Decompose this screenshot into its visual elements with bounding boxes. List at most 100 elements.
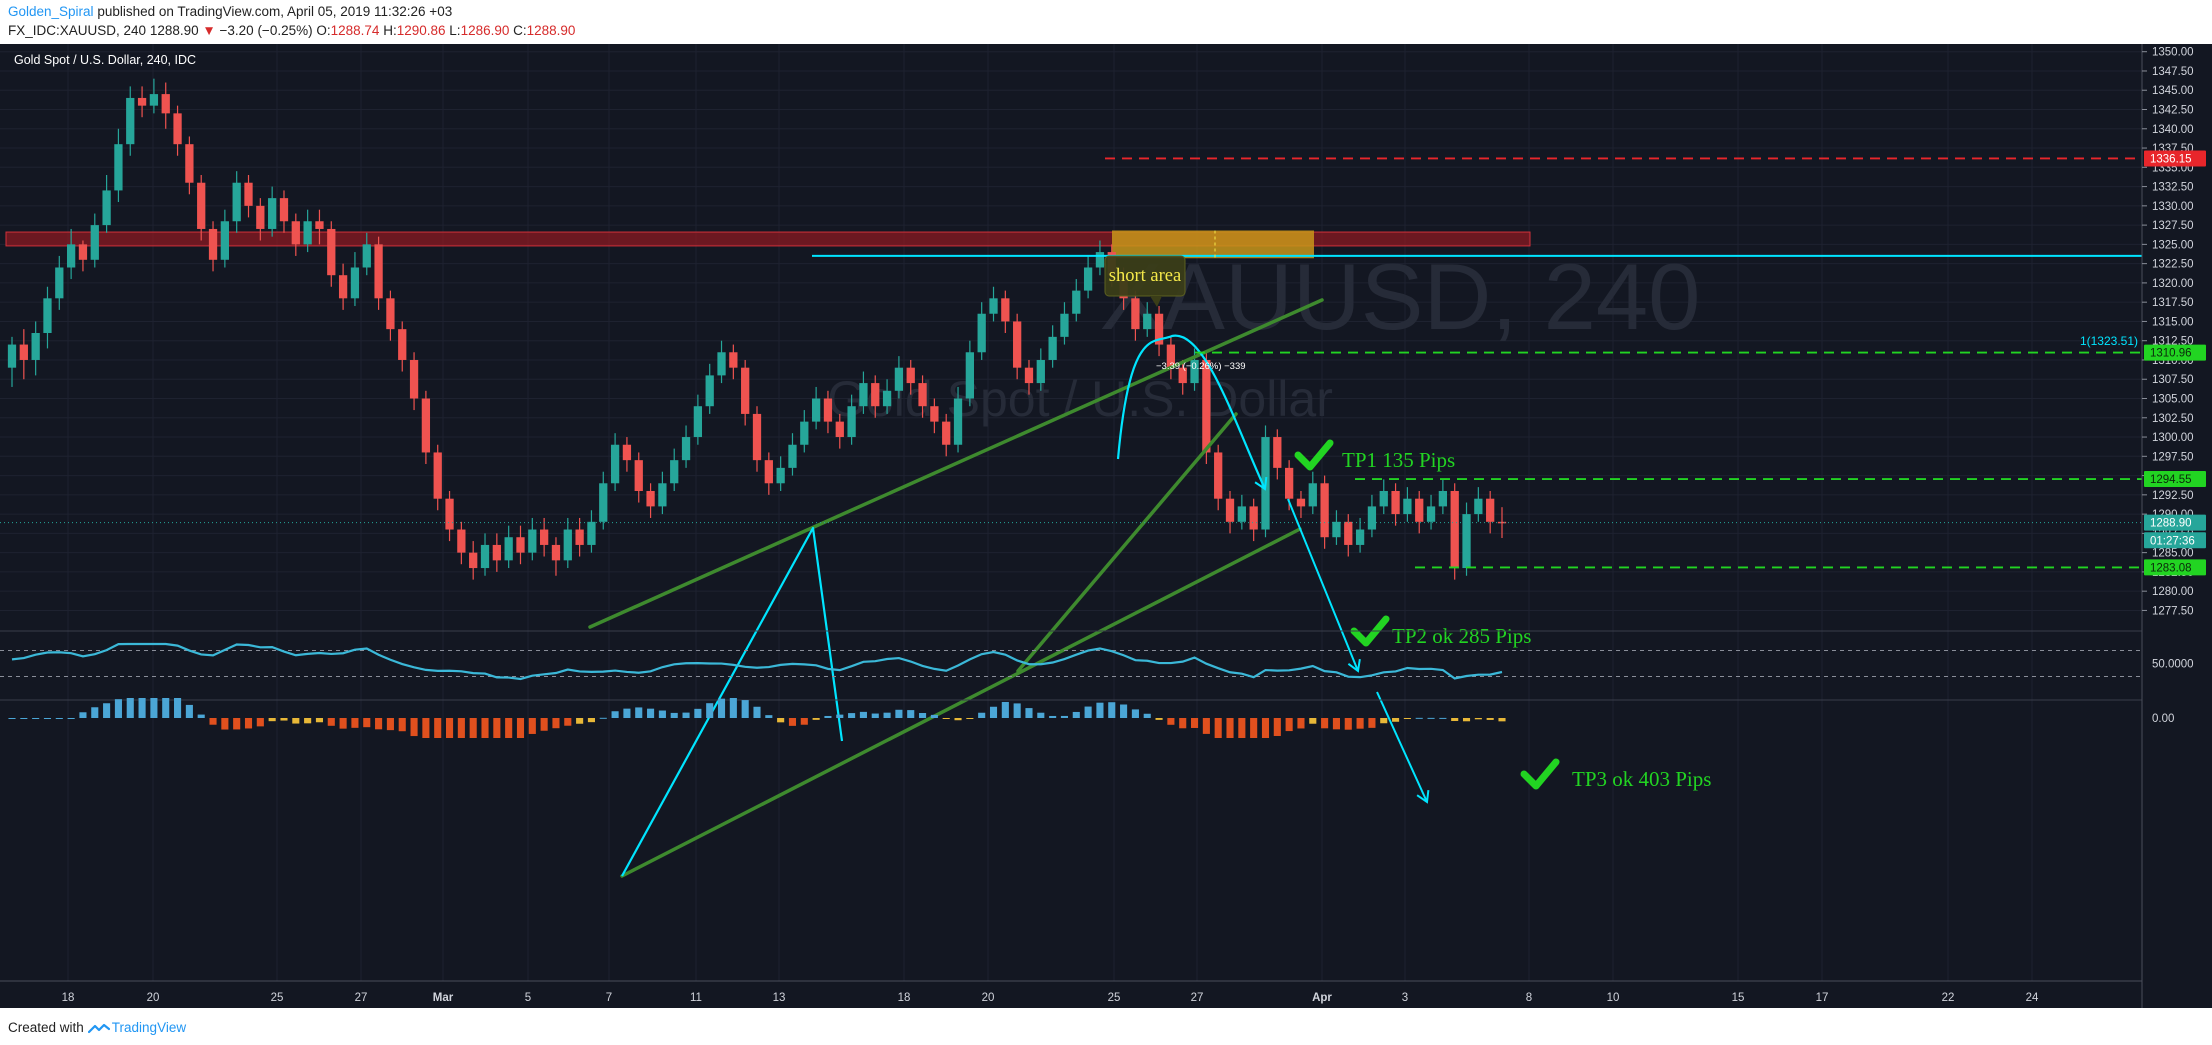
candle xyxy=(788,433,797,476)
candle-body xyxy=(729,352,738,368)
macd-bar xyxy=(1344,718,1352,730)
time-tick-label: 13 xyxy=(773,992,786,1004)
time-tick-label: 7 xyxy=(606,992,612,1004)
macd-bar xyxy=(398,718,406,732)
macd-bar xyxy=(1380,718,1388,724)
macd-bar xyxy=(919,713,927,718)
macd-bar xyxy=(1486,718,1494,720)
candle-body xyxy=(1036,359,1045,384)
time-tick-label: 24 xyxy=(2026,992,2039,1004)
candle-body xyxy=(1013,321,1022,368)
candle xyxy=(764,452,773,495)
tradingview-logo-icon xyxy=(87,1023,110,1034)
candle-body xyxy=(918,383,927,407)
candle xyxy=(977,302,986,360)
time-tick-label: 25 xyxy=(271,992,284,1004)
candle xyxy=(1296,490,1306,518)
candle xyxy=(1237,494,1246,530)
short-area-bubble[interactable] xyxy=(1104,255,1186,297)
macd-bar xyxy=(1131,709,1139,718)
candle xyxy=(1013,313,1022,380)
macd-bar xyxy=(706,703,714,718)
chart-area[interactable]: XAUUSD, 240 Gold Spot / U.S. Dollar shor… xyxy=(0,44,2212,1008)
candle xyxy=(31,321,40,376)
macd-bar xyxy=(386,718,394,731)
price-tick-label: 1317.50 xyxy=(2152,297,2194,309)
candle xyxy=(1391,483,1400,526)
tradingview-link[interactable]: TradingView xyxy=(111,1020,187,1035)
candle-body xyxy=(942,421,951,445)
candle-body xyxy=(1214,452,1223,499)
candle xyxy=(1403,487,1412,522)
candle-body xyxy=(705,375,714,407)
arrow-head-icon xyxy=(1347,658,1361,673)
macd-bar xyxy=(954,718,962,721)
macd-bar xyxy=(1462,718,1471,722)
candle-body xyxy=(1474,498,1483,515)
macd-bar xyxy=(647,708,655,718)
candle-body xyxy=(847,406,856,438)
macd-bar xyxy=(174,698,182,718)
candle-body xyxy=(1143,313,1152,330)
candle xyxy=(268,186,277,237)
candle-body xyxy=(1095,252,1105,268)
macd-bar xyxy=(1084,706,1092,718)
macd-bar xyxy=(516,718,525,738)
short-area-box[interactable] xyxy=(1112,230,1314,259)
price-label-text: 1310.96 xyxy=(2150,348,2192,360)
macd-bar xyxy=(1451,718,1459,722)
price-labels: 1336.15 1310.96 1294.55 1288.90 01:27:36 1283… xyxy=(2144,150,2206,576)
candle xyxy=(362,232,371,276)
time-tick-label: 20 xyxy=(147,992,160,1004)
candle xyxy=(398,321,407,372)
low-label: L: xyxy=(449,23,461,38)
candle-body xyxy=(681,437,691,461)
macd-zero-label: 0.00 xyxy=(2152,713,2174,725)
macd-bar xyxy=(623,708,631,718)
candle xyxy=(126,86,135,156)
candle-body xyxy=(1379,490,1388,507)
macd-panel: 0.00 xyxy=(0,698,2174,738)
macd-bar xyxy=(410,718,418,737)
candle-body xyxy=(882,390,892,407)
created-with-text: Created with xyxy=(8,1020,84,1035)
time-tick-label: 18 xyxy=(62,992,75,1004)
price-tick-label: 1307.50 xyxy=(2152,374,2194,386)
candle-body xyxy=(457,529,466,553)
price-tick-label: 1280.00 xyxy=(2152,586,2194,598)
candle xyxy=(918,375,927,418)
candle xyxy=(575,517,584,557)
candle xyxy=(811,386,821,430)
macd-bar xyxy=(256,718,264,727)
candle xyxy=(66,228,76,280)
candle-body xyxy=(551,544,561,561)
price-label-text: 1288.90 xyxy=(2150,518,2192,530)
chart-background xyxy=(0,44,2212,1008)
candle-body xyxy=(989,298,998,314)
candle xyxy=(847,394,856,445)
macd-bar xyxy=(717,698,726,718)
candle-body xyxy=(469,552,478,569)
chart-svg[interactable]: XAUUSD, 240 Gold Spot / U.S. Dollar shor… xyxy=(0,44,2212,1008)
candle xyxy=(1438,479,1448,515)
candle xyxy=(1048,325,1057,368)
candle-body xyxy=(871,383,880,407)
close-value: 1288.90 xyxy=(526,23,576,38)
time-axis[interactable]: 18 20 25 27 Mar 5 7 11 13 18 20 25 27 Apr 3 8 10 15 17 22 24 xyxy=(0,980,2142,1004)
price-tick-label: 1302.50 xyxy=(2152,413,2194,425)
author-link[interactable]: Golden_Spiral xyxy=(8,4,94,19)
macd-bar xyxy=(1356,718,1364,729)
candle xyxy=(528,517,537,561)
candle-body xyxy=(823,398,833,422)
arrow-head-icon xyxy=(1254,476,1268,491)
candle xyxy=(1166,336,1176,380)
candle-body xyxy=(1048,336,1057,360)
macd-bar xyxy=(800,718,808,725)
candle-body xyxy=(1131,298,1140,330)
candle-body xyxy=(1403,498,1412,515)
macd-bar xyxy=(552,718,560,729)
channel-line xyxy=(620,527,1302,878)
candle-body xyxy=(859,383,868,407)
candle xyxy=(43,286,52,349)
candle xyxy=(149,78,159,114)
